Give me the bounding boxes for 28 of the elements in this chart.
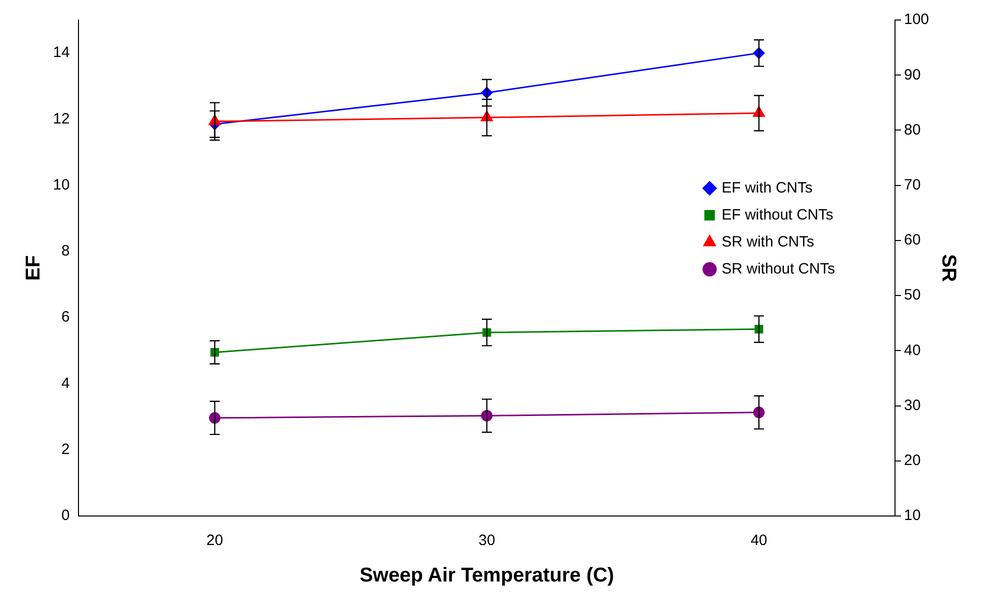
y-tick-label: 0 [61,507,70,524]
y-axis-title: EF [22,255,45,281]
x-tick-label: 40 [750,532,768,550]
x-axis-title: Sweep Air Temperature (C) [360,564,614,587]
legend-label: EF with CNTs [722,179,812,196]
y2-tick-label: 50 [904,286,921,304]
y-tick-label: 6 [61,308,70,326]
y2-tick-label: 90 [904,66,921,84]
y2-tick-label: 30 [904,396,921,414]
y-tick-label: 14 [52,44,70,62]
legend-label: EF without CNTs [722,206,834,224]
legend-label: SR with CNTs [722,233,814,250]
y-tick-label: 8 [61,242,70,260]
y2-tick-label: 70 [904,176,921,194]
x-tick-label: 30 [478,532,496,550]
y2-tick-label: 10 [904,507,921,524]
y2-axis-title: SR [937,254,960,282]
legend-label: SR without CNTs [722,260,835,278]
y2-tick-label: 60 [904,232,921,249]
y-tick-label: 2 [61,441,70,458]
y2-tick-label: 100 [904,11,930,28]
x-tick-label: 20 [206,532,224,550]
y2-tick-label: 40 [904,342,921,359]
y2-tick-label: 80 [904,121,921,138]
y-tick-label: 12 [52,110,70,128]
y2-tick-label: 20 [904,452,921,470]
y-tick-label: 10 [52,176,70,194]
y-tick-label: 4 [61,374,70,392]
